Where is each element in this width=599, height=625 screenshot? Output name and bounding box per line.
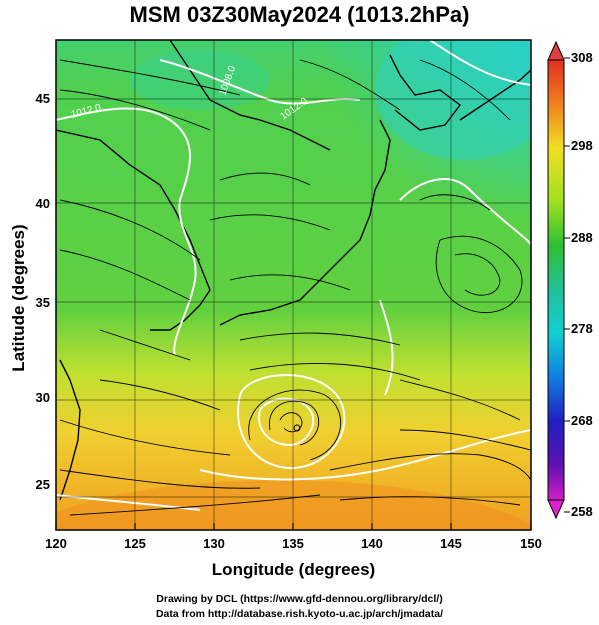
colorbar-tick-label: 268 [571,413,593,428]
x-axis-label: Longitude (degrees) [211,560,376,579]
x-tick-label: 135 [282,536,304,551]
y-tick-label: 30 [36,390,50,405]
colorbar-tick-label: 298 [571,138,593,153]
colorbar-tick-label: 288 [571,230,593,245]
x-tick-label: 140 [361,536,383,551]
y-tick-label: 25 [36,477,50,492]
isobars [56,40,531,511]
footer-credit-data: Data from http://database.rish.kyoto-u.a… [155,608,444,620]
x-tick-label: 120 [45,536,67,551]
colorbar [547,40,570,520]
y-tick-label: 45 [36,91,50,106]
y-axis-label: Latitude (degrees) [9,224,28,372]
x-tick-label: 125 [124,536,146,551]
x-axis [55,523,532,530]
y-tick-label: 40 [36,196,50,211]
colorbar-tick-label: 308 [571,50,593,65]
colorbar-tick-label: 278 [571,321,593,336]
typhoon-center-marker [293,424,301,432]
colorbar-tick-label: 258 [571,504,593,519]
x-tick-label: 145 [440,536,462,551]
graticule [56,40,531,530]
footer-credit-drawing: Drawing by DCL (https://www.gfd-dennou.o… [156,593,443,605]
chart-title: MSM 03Z30May2024 (1013.2hPa) [129,2,470,27]
y-tick-label: 35 [36,295,50,310]
x-tick-label: 150 [520,536,542,551]
x-tick-label: 130 [203,536,225,551]
